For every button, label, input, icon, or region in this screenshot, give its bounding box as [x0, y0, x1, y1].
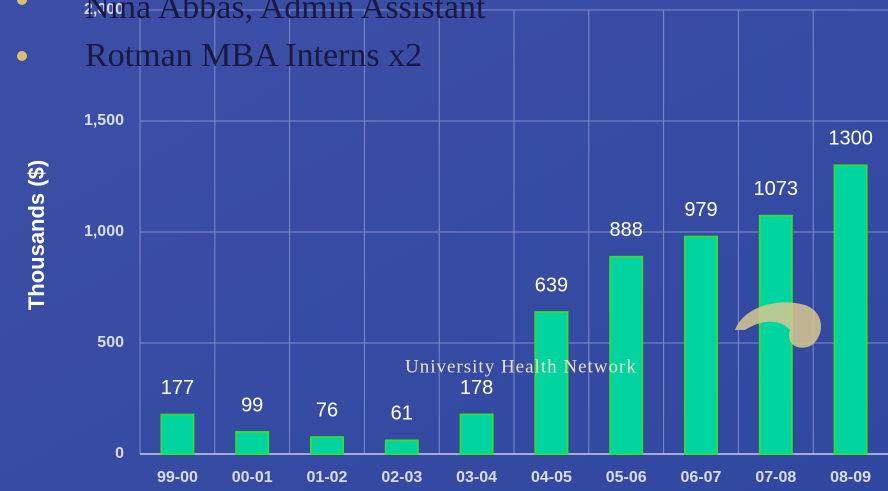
- bullet-text: Rotman MBA Interns x2: [85, 37, 422, 74]
- x-tick-label: 07-08: [755, 469, 796, 486]
- watermark: University Health Network: [405, 356, 637, 377]
- y-tick-label: 500: [97, 334, 124, 351]
- data-label: 1300: [828, 128, 873, 150]
- bar: [459, 413, 494, 456]
- x-tick-label: 00-01: [232, 469, 273, 486]
- bar: [235, 431, 270, 456]
- data-label: 61: [391, 403, 413, 425]
- data-label: 979: [684, 199, 717, 221]
- data-label: 888: [610, 219, 643, 241]
- y-tick-label: 2,000: [84, 1, 124, 18]
- bullet-text: Nina Abbas, Admin Assistant: [85, 0, 486, 26]
- bar: [684, 235, 718, 455]
- data-label: 177: [161, 377, 194, 399]
- data-label: 178: [460, 377, 493, 399]
- x-tick-label: 06-07: [681, 469, 722, 486]
- y-tick-label: 1,500: [84, 112, 124, 129]
- y-axis-label: Thousands ($): [24, 160, 49, 310]
- x-tick-label: 03-04: [456, 469, 497, 486]
- data-label: 76: [316, 399, 338, 421]
- y-tick-label: 1,000: [84, 223, 124, 240]
- bar: [758, 214, 793, 455]
- bar: [384, 439, 419, 456]
- bullet-dot: [17, 0, 27, 5]
- data-label: 639: [535, 274, 568, 296]
- data-label: 1073: [754, 178, 799, 200]
- bullet-dot: [17, 51, 27, 61]
- bar: [609, 255, 644, 456]
- x-tick-label: 99-00: [157, 469, 198, 486]
- x-tick-label: 08-09: [830, 469, 871, 486]
- x-tick-label: 05-06: [606, 469, 647, 486]
- data-label: 99: [241, 394, 263, 416]
- x-tick-label: 04-05: [531, 469, 572, 486]
- plot: 0 500 1,000 1,500 2,000 99-00 177 00-01 99 01-02 7…: [84, 1, 888, 486]
- logo: [735, 302, 822, 348]
- y-tick-label: 0: [115, 445, 124, 462]
- x-tick-label: 02-03: [381, 469, 422, 486]
- bar: [160, 413, 195, 455]
- x-tick-label: 01-02: [307, 469, 348, 486]
- bar: [534, 311, 569, 455]
- bar: [310, 436, 344, 455]
- bar: [833, 164, 868, 455]
